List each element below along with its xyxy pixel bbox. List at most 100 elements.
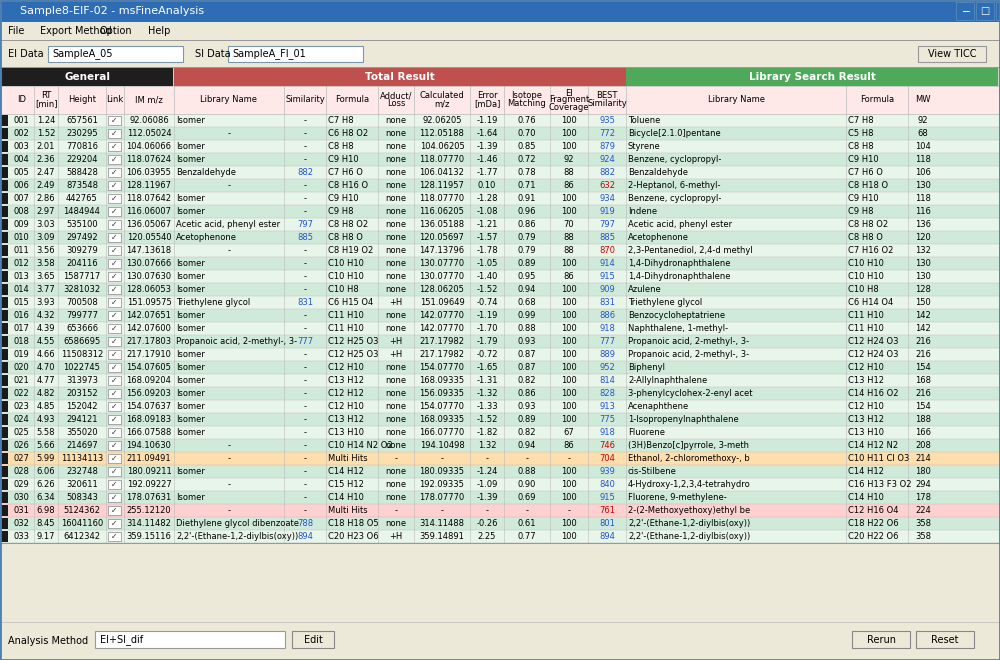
Text: 814: 814 [599,376,615,385]
Text: C14 H10: C14 H10 [328,493,364,502]
Text: 104.06205: 104.06205 [420,142,464,151]
Text: Isomer: Isomer [176,389,205,398]
Text: Multi Hits: Multi Hits [328,454,368,463]
Text: Loss: Loss [387,100,405,108]
Text: 216: 216 [915,389,931,398]
Text: 588428: 588428 [66,168,98,177]
Text: 0.72: 0.72 [518,155,536,164]
Text: -1.08: -1.08 [476,207,498,216]
Text: 142.07651: 142.07651 [127,311,171,320]
Bar [1,491,999,504]
Text: -1.21: -1.21 [476,220,498,229]
Text: Link: Link [106,96,124,104]
Text: 147.13796: 147.13796 [419,246,465,255]
Text: C7 H8: C7 H8 [328,116,354,125]
Text: -1.05: -1.05 [476,259,498,268]
Text: none: none [385,389,407,398]
Text: 0.69: 0.69 [518,493,536,502]
Text: Acetophenone: Acetophenone [628,233,689,242]
Bar [1,387,999,400]
Bar [108,467,121,476]
Text: 003: 003 [14,142,29,151]
Text: 6.34: 6.34 [37,493,55,502]
Text: none: none [385,441,407,450]
Text: 442765: 442765 [66,194,98,203]
Text: 168.09335: 168.09335 [419,415,465,424]
Text: 216: 216 [915,337,931,346]
Text: 150: 150 [915,298,931,307]
Text: -: - [304,467,306,476]
Text: 0.90: 0.90 [518,480,536,489]
Bar [1,166,999,179]
Text: 166.07770: 166.07770 [419,428,465,437]
Text: ✓: ✓ [111,363,117,372]
Text: 027: 027 [14,454,29,463]
Bar [1,68,173,86]
Text: 012: 012 [14,259,29,268]
Text: 224: 224 [915,506,931,515]
Bar [108,298,121,307]
Bar [1,206,8,217]
Text: 88: 88 [564,246,574,255]
Text: 033: 033 [14,532,30,541]
Bar [1,517,999,530]
Text: +H: +H [389,298,403,307]
Bar [1,232,8,243]
Text: none: none [385,155,407,164]
Text: ✓: ✓ [111,506,117,515]
Text: Option: Option [100,26,133,36]
Bar [1,322,999,335]
Text: 6586695: 6586695 [63,337,101,346]
Text: Isomer: Isomer [176,194,205,203]
Text: 535100: 535100 [66,220,98,229]
Text: 018: 018 [14,337,29,346]
Text: 151.09649: 151.09649 [420,298,464,307]
Text: 919: 919 [599,207,615,216]
Bar [1,504,999,517]
Text: 0.96: 0.96 [518,207,536,216]
Text: none: none [385,194,407,203]
Text: Isomer: Isomer [176,350,205,359]
Text: 70: 70 [564,220,574,229]
Text: -: - [228,181,230,190]
Text: 118: 118 [915,194,931,203]
Text: 68: 68 [918,129,928,138]
Text: 100: 100 [561,285,577,294]
Text: -1.28: -1.28 [476,194,498,203]
Text: Indene: Indene [628,207,657,216]
Text: 100: 100 [561,207,577,216]
Text: 120: 120 [915,233,931,242]
Text: 2,2'-(Ethane-1,2-diylbis(oxy)): 2,2'-(Ethane-1,2-diylbis(oxy)) [628,519,750,528]
Bar [108,311,121,320]
Text: none: none [385,142,407,151]
Bar [1,309,999,322]
Text: 106.03955: 106.03955 [127,168,171,177]
Text: 0.79: 0.79 [518,233,536,242]
Text: ✓: ✓ [111,324,117,333]
Text: ✓: ✓ [111,311,117,320]
Text: 359.14891: 359.14891 [420,532,464,541]
Text: C13 H12: C13 H12 [328,376,364,385]
Text: C8 H8: C8 H8 [848,142,874,151]
Bar [108,220,121,229]
Text: Diethylene glycol dibenzoate: Diethylene glycol dibenzoate [176,519,299,528]
Text: 86: 86 [564,441,574,450]
Text: 934: 934 [599,194,615,203]
Bar [1,205,999,218]
Text: 2.47: 2.47 [37,168,55,177]
Text: Formula: Formula [335,96,369,104]
Text: -: - [304,155,306,164]
Bar [852,631,910,648]
Text: 128.11967: 128.11967 [126,181,172,190]
Text: 132: 132 [915,246,931,255]
Text: -: - [228,506,230,515]
Text: C13 H12: C13 H12 [848,415,884,424]
Text: -: - [304,428,306,437]
Text: C10 H10: C10 H10 [328,259,364,268]
Text: 116: 116 [915,207,931,216]
Text: 100: 100 [561,415,577,424]
Text: -: - [304,129,306,138]
Text: 112.05024: 112.05024 [127,129,171,138]
Text: 508343: 508343 [66,493,98,502]
Text: ✓: ✓ [111,220,117,229]
